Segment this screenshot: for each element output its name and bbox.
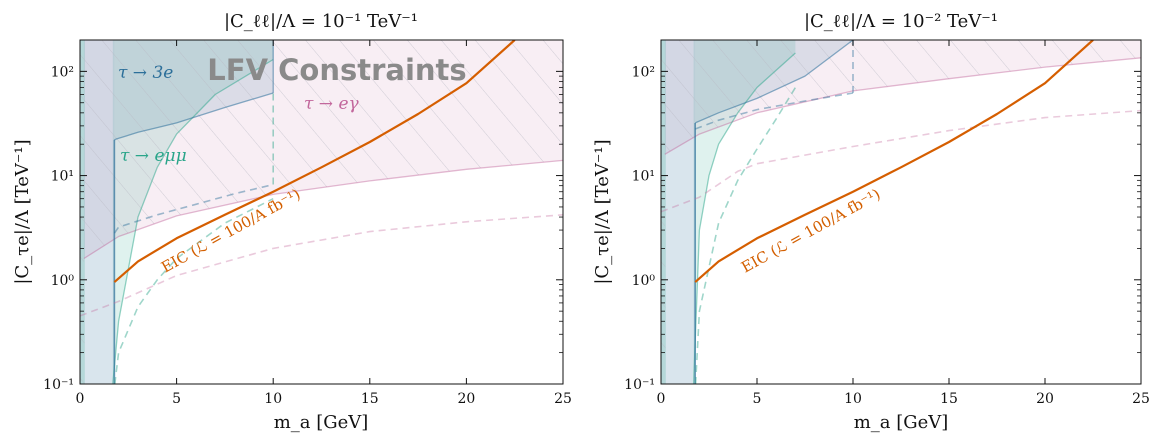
tau-emumu-projection — [114, 197, 274, 384]
x-tick-label: 20 — [457, 391, 475, 407]
tau-egamma-label: τ → eγ — [304, 94, 360, 114]
tau-emumu-boundary — [112, 58, 274, 384]
x-tick-label: 15 — [361, 391, 379, 407]
x-tick-label: 15 — [940, 391, 958, 407]
tau-emumu-projection — [694, 87, 797, 384]
y-axis-label: |C_τe|/Λ [TeV⁻¹] — [12, 139, 33, 284]
tau-egamma-projection — [80, 214, 563, 317]
y-tick-label: 10⁰ — [632, 273, 656, 289]
panel-title: |C_ℓℓ|/Λ = 10⁻² TeV⁻¹ — [804, 11, 998, 32]
right-panel: |C_ℓℓ|/Λ = 10⁻² TeV⁻¹ m_a [GeV] |C_τe|/Λ… — [592, 11, 1150, 433]
tau-3e-label: τ → 3e — [118, 63, 173, 83]
excluded-hatch — [80, 40, 563, 384]
axes-frame — [660, 39, 1142, 385]
y-tick-label: 10² — [51, 64, 74, 80]
x-tick-label: 25 — [1132, 391, 1150, 407]
eic-curve — [113, 40, 516, 283]
plot-area — [80, 40, 563, 384]
y-tick-label: 10⁻¹ — [624, 377, 655, 393]
tau-egamma-boundary — [83, 159, 563, 260]
y-tick-label: 10⁻¹ — [43, 377, 74, 393]
tau-emumu-label: τ → eμμ — [120, 146, 187, 166]
eic-curve — [694, 40, 1094, 283]
x-axis-label: m_a [GeV] — [274, 412, 369, 433]
x-tick-label: 10 — [264, 391, 282, 407]
x-tick-label: 0 — [76, 391, 85, 407]
axes-frame — [79, 39, 564, 385]
plot-area — [661, 40, 1141, 384]
y-tick-label: 10² — [632, 64, 655, 80]
tau-3e-projection — [113, 183, 274, 234]
panel-title: |C_ℓℓ|/Λ = 10⁻¹ TeV⁻¹ — [224, 11, 418, 32]
x-tick-label: 20 — [1036, 391, 1054, 407]
left-panel: |C_ℓℓ|/Λ = 10⁻¹ TeV⁻¹ m_a [GeV] |C_τe|/Λ… — [12, 11, 572, 433]
y-axis-label: |C_τe|/Λ [TeV⁻¹] — [592, 139, 613, 284]
tau-egamma-projection — [661, 109, 1141, 213]
y-tick-label: 10⁰ — [51, 273, 75, 289]
x-tick-label: 5 — [172, 391, 181, 407]
x-tick-label: 25 — [554, 391, 572, 407]
ticks: 0 5 10 15 20 25 10⁻¹ 10⁰ 10¹ 10² — [43, 39, 572, 407]
tau-3e-projection — [694, 92, 854, 130]
y-tick-label: 10¹ — [632, 169, 655, 185]
tau-egamma-boundary — [664, 57, 1141, 155]
excluded-hatch — [661, 40, 1141, 384]
ticks: 0 5 10 15 20 25 10⁻¹ 10⁰ 10¹ 10² — [624, 39, 1150, 407]
y-tick-label: 10¹ — [51, 169, 74, 185]
tau-emumu-boundary — [692, 52, 796, 384]
tau-3e-boundary — [114, 92, 274, 141]
x-tick-label: 0 — [657, 391, 666, 407]
eic-label: EIC (ℒ = 100/A fb⁻¹) — [738, 185, 883, 276]
tau-3e-boundary — [694, 40, 854, 124]
x-tick-label: 5 — [753, 391, 762, 407]
x-tick-label: 10 — [844, 391, 862, 407]
x-axis-label: m_a [GeV] — [854, 412, 949, 433]
watermark: LFV Constraints — [207, 53, 466, 87]
